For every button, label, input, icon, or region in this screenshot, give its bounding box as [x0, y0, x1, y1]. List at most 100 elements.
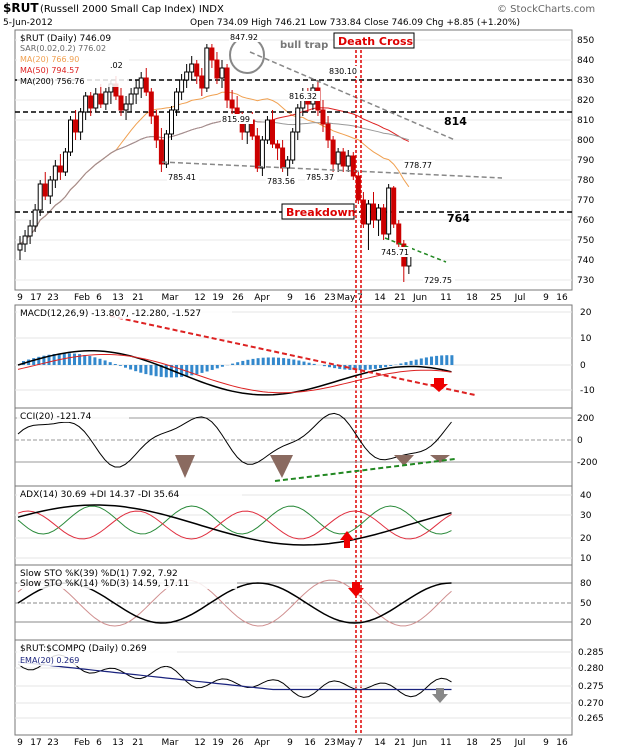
candle-body — [174, 91, 180, 111]
macd-histogram-bar — [348, 365, 352, 370]
x-tick-bottom: 14 — [374, 738, 386, 748]
macd-histogram-bar — [292, 359, 296, 365]
macd-histogram-bar — [200, 365, 204, 373]
macd-histogram-bar — [409, 360, 413, 365]
death-cross-label: Death Cross — [338, 35, 414, 48]
macd-histogram-bar — [373, 365, 377, 369]
macd-histogram-bar — [220, 365, 224, 367]
candle-body — [42, 183, 48, 197]
candle-body — [179, 79, 185, 93]
x-tick-bottom: 26 — [232, 738, 244, 748]
x-tick-top: 23 — [47, 293, 58, 303]
macd-histogram-bar — [399, 363, 403, 365]
candle-body — [88, 95, 94, 109]
macd-histogram-bar — [52, 354, 56, 365]
macd-histogram-bar — [149, 365, 153, 376]
legend-ma50: MA(50) 794.57 — [20, 66, 79, 75]
sto-k14-line — [17, 579, 452, 627]
price-tick: 780 — [577, 176, 594, 186]
ratio-ema-line — [17, 661, 452, 691]
candle-body — [280, 147, 286, 169]
sto-tick: 20 — [580, 618, 592, 628]
candle-body — [153, 115, 159, 141]
macd-signal-line — [17, 354, 452, 394]
price-tick: 850 — [577, 36, 594, 46]
candle-body — [295, 107, 301, 133]
macd-histogram-bar — [266, 357, 270, 365]
candle-body — [371, 203, 376, 221]
candle-body — [355, 175, 361, 201]
x-tick-bottom: 17 — [30, 738, 41, 748]
price-label-bg — [229, 32, 261, 42]
candle-body — [163, 133, 169, 165]
candle-body — [204, 47, 210, 89]
legend-ma20-extra: .02 — [110, 61, 123, 70]
macd-histogram-bar — [338, 365, 342, 369]
macd-histogram-bar — [159, 365, 163, 377]
watermark: © StockCharts.com — [497, 4, 595, 15]
adx-tick: 40 — [580, 491, 592, 501]
candle-body — [330, 139, 336, 165]
candle-body — [93, 93, 99, 109]
macd-histogram-bar — [358, 365, 362, 371]
sto-tick: 80 — [580, 579, 592, 589]
candle-body — [199, 75, 205, 89]
macd-histogram-bar — [47, 354, 51, 365]
candle-body — [219, 67, 225, 79]
candle-body — [264, 119, 270, 141]
macd-histogram-bar — [37, 356, 41, 365]
candle-body — [128, 93, 134, 105]
downtrend-line — [249, 51, 456, 141]
macd-histogram-bar — [195, 365, 199, 375]
x-tick-top: 21 — [394, 293, 405, 303]
candle-body — [189, 63, 195, 73]
macd-histogram-bar — [368, 365, 372, 370]
ma200-line — [19, 119, 409, 245]
ratio-tick: 0.285 — [578, 648, 604, 658]
ratio-tick: 0.265 — [578, 714, 604, 724]
ratio-line — [17, 654, 452, 698]
x-tick-top: Mar — [162, 293, 179, 303]
candle-body — [209, 47, 215, 61]
sto-down-arrow — [348, 582, 364, 597]
level-814-label: 814 — [444, 115, 467, 128]
macd-histogram-bar — [144, 365, 148, 375]
x-tick-bottom: 25 — [490, 738, 501, 748]
candle-body — [32, 209, 38, 227]
candle-body — [118, 95, 124, 111]
x-tick-bottom: 18 — [466, 738, 478, 748]
macd-histogram-bar — [88, 356, 92, 365]
candle-body — [365, 203, 371, 225]
x-tick-top: 25 — [490, 293, 501, 303]
candle-body — [345, 155, 351, 167]
macd-histogram-bar — [435, 355, 439, 365]
support-line — [161, 161, 503, 179]
ratio-label: $RUT:$COMPQ (Daily) 0.269 — [20, 644, 147, 654]
candle-body — [73, 119, 79, 133]
ratio-down-arrow — [432, 688, 448, 703]
x-tick-top: 18 — [466, 293, 478, 303]
candle-body — [148, 91, 154, 117]
candle-body — [340, 151, 346, 167]
price-label-bg — [328, 66, 360, 76]
candle-body — [57, 165, 63, 173]
macd-histogram-bar — [108, 362, 112, 365]
macd-histogram-bar — [190, 365, 194, 376]
price-tick: 740 — [577, 256, 594, 266]
price-annotation: 745.71 — [381, 248, 409, 257]
level-764-label: 764 — [447, 212, 470, 225]
x-tick-top: 6 — [96, 293, 102, 303]
breakdown-box — [281, 203, 355, 220]
candle-body — [229, 99, 235, 109]
candle-body — [224, 67, 230, 101]
x-tick-bottom: 9 — [287, 738, 293, 748]
legend-sar: SAR(0.02,0.2) 776.02 — [20, 44, 106, 53]
macd-histogram-bar — [307, 362, 311, 365]
sto-label-1: Slow STO %K(39) %D(1) 7.92, 7.92 — [20, 569, 178, 579]
candle-body — [169, 109, 174, 135]
price-annotation: 830.10 — [329, 67, 357, 76]
price-annotation: 815.99 — [222, 115, 250, 124]
x-tick-top: 16 — [304, 293, 316, 303]
x-tick-bottom: 23 — [324, 738, 335, 748]
macd-histogram-bar — [210, 365, 214, 370]
